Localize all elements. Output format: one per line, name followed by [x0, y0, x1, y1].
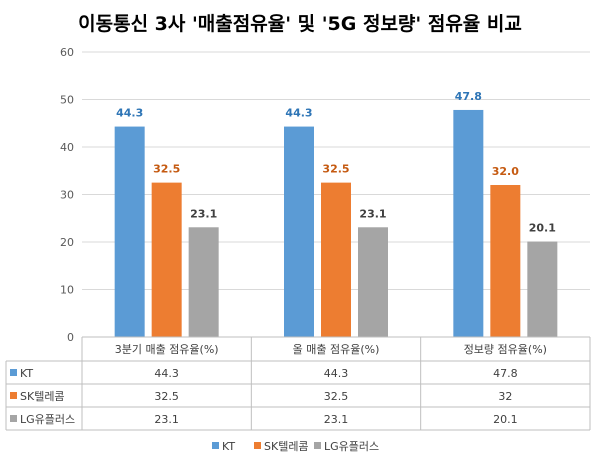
table-cell: 23.1	[324, 413, 349, 426]
data-label: 23.1	[359, 207, 386, 220]
table-row-label: KT	[20, 367, 33, 380]
category-label: 올 매출 점유율(%)	[293, 343, 380, 356]
y-tick-label: 60	[60, 46, 74, 59]
table-cell: 23.1	[154, 413, 179, 426]
category-label: 정보량 점유율(%)	[464, 343, 547, 356]
table-cell: 32.5	[154, 390, 179, 403]
y-tick-label: 40	[60, 141, 74, 154]
bar	[321, 182, 351, 337]
data-label: 32.5	[153, 163, 180, 176]
table-cell: 20.1	[493, 413, 518, 426]
data-label: 32.5	[322, 163, 349, 176]
legend-label: KT	[222, 440, 235, 453]
bar	[188, 227, 219, 337]
y-axis: 0 10 20 30 40 50 60	[60, 46, 74, 344]
bar	[284, 126, 314, 337]
table-row-label: LG유플러스	[20, 413, 75, 426]
bar	[453, 109, 484, 337]
data-label: 23.1	[190, 207, 217, 220]
chart-title: 이동통신 3사 '매출점유율' 및 '5G 정보량' 점유율 비교	[78, 13, 522, 35]
legend-label: LG유플러스	[324, 440, 379, 453]
data-label: 44.3	[285, 107, 312, 120]
table-cell: 32	[498, 390, 512, 403]
legend-label: SK텔레콤	[264, 440, 309, 453]
legend-swatch	[314, 442, 321, 449]
y-tick-label: 20	[60, 236, 74, 249]
table-legend-key	[10, 392, 17, 399]
data-labels: 44.3 32.5 23.1 44.3 32.5 23.1 47.8 32.0 20.1	[116, 90, 556, 235]
table-cell: 44.3	[324, 367, 349, 380]
bar	[114, 126, 145, 337]
y-tick-label: 10	[60, 284, 74, 297]
table-cell: 44.3	[154, 367, 179, 380]
table-cell: 47.8	[493, 367, 518, 380]
y-tick-label: 30	[60, 189, 74, 202]
data-table: 3분기 매출 점유율(%) 올 매출 점유율(%) 정보량 점유율(%) KT 44.3…	[5, 336, 591, 431]
bar	[527, 241, 558, 337]
legend-swatch	[212, 442, 219, 449]
category-label: 3분기 매출 점유율(%)	[115, 343, 219, 356]
data-label: 32.0	[492, 165, 519, 178]
data-label: 47.8	[455, 90, 482, 103]
data-label: 44.3	[116, 107, 143, 120]
table-legend-key	[10, 415, 17, 422]
table-legend-key	[10, 369, 17, 376]
y-tick-label: 0	[67, 331, 74, 344]
legend: KT SK텔레콤 LG유플러스	[212, 440, 379, 453]
data-label: 20.1	[529, 222, 556, 235]
table-row-label: SK텔레콤	[20, 390, 65, 403]
bar	[151, 182, 182, 337]
bars	[114, 109, 558, 337]
table-cell: 32.5	[324, 390, 349, 403]
legend-swatch	[254, 442, 261, 449]
y-tick-label: 50	[60, 94, 74, 107]
bar	[490, 185, 521, 337]
bar	[358, 227, 388, 337]
